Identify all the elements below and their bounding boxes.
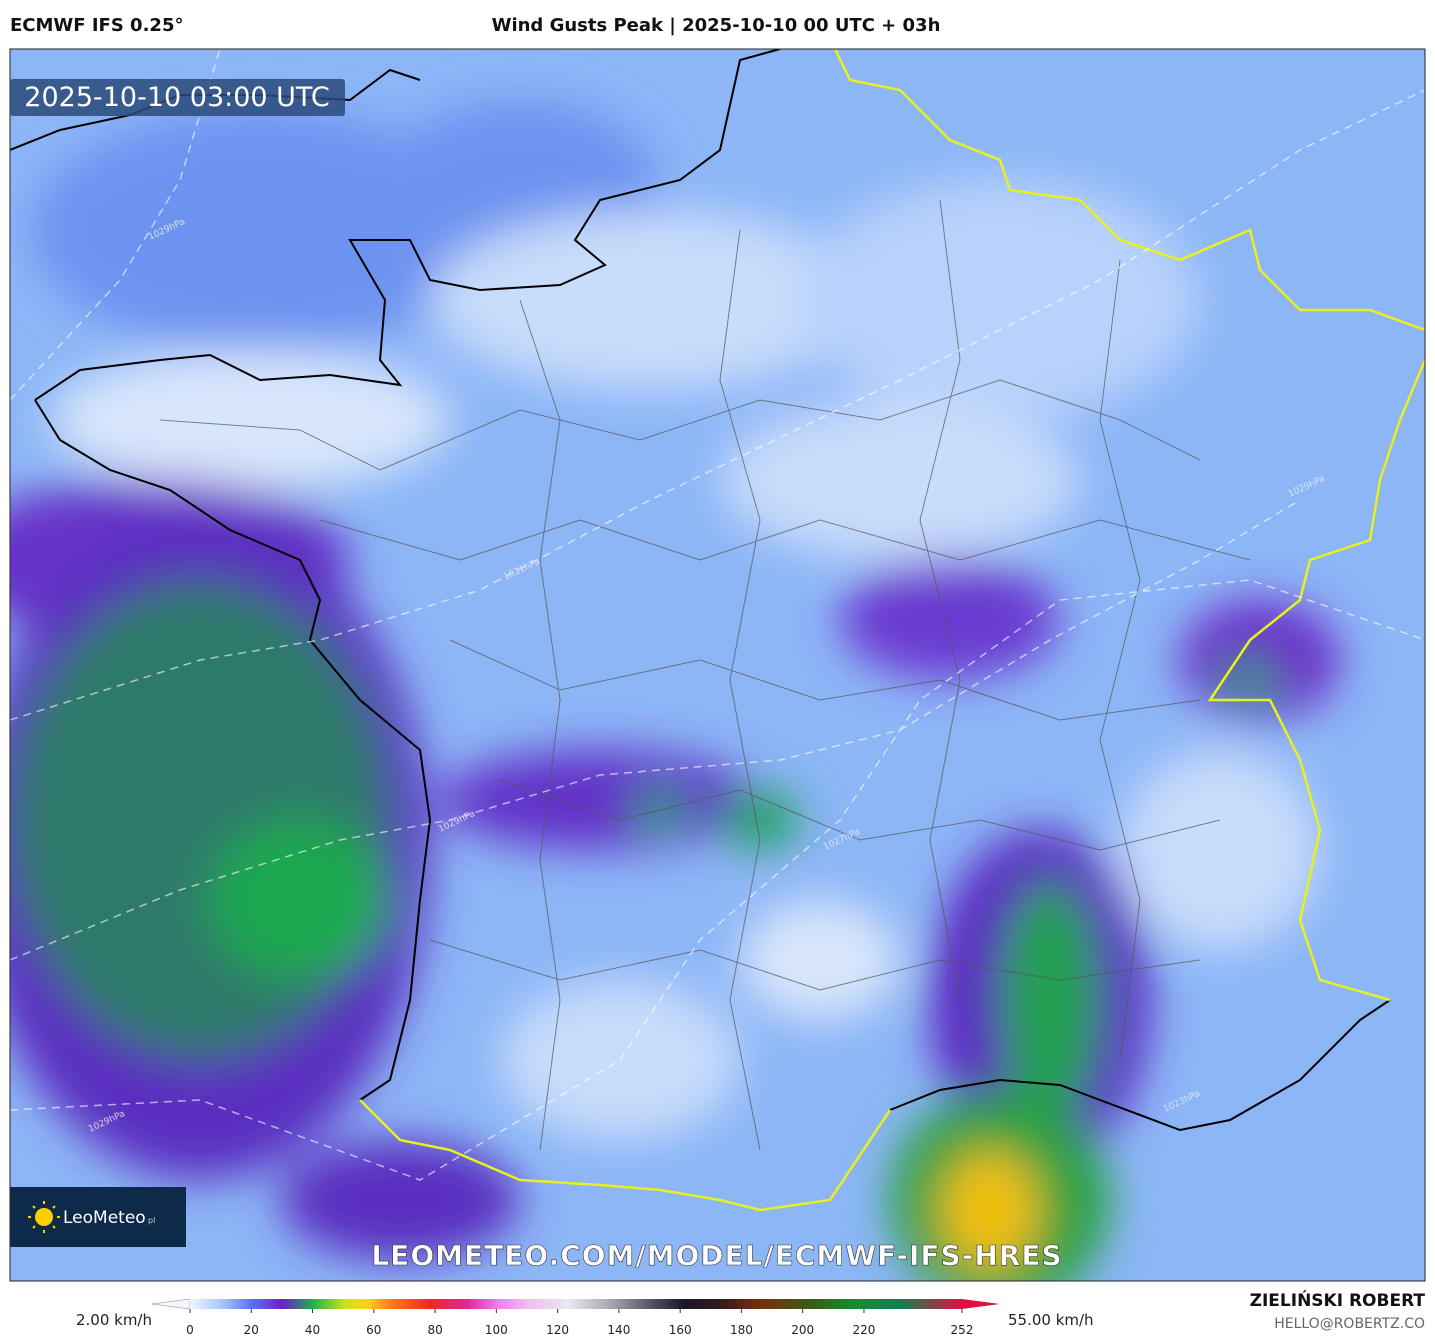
colorbar-tick-label: 120 [546,1323,569,1337]
map-frame [9,48,1426,1282]
model-label: ECMWF IFS 0.25° [10,15,183,36]
email: HELLO@ROBERTZ.CO [1274,1316,1425,1332]
colorbar-tick-label: 80 [427,1323,442,1337]
logo-sun [35,1208,53,1226]
colorbar-tick-label: 40 [305,1323,320,1337]
regions [159,199,1251,1151]
timestamp: 2025-10-10 03:00 UTC [24,82,329,113]
colorbar-ticks: 0 20 40 60 80 100 120 140 160 180 200 220 252 [186,1309,973,1337]
field-shading [10,100,1340,1281]
borders [359,49,1425,1212]
colorbar-tick-label: 0 [186,1323,194,1337]
logo-rays [28,1201,60,1233]
logo-text: LeoMeteo [63,1208,146,1228]
map-field: 1029hPa1031hPa1029hPa1027hPa1029hPa1023h… [10,49,1425,1281]
colorbar-tick-label: 100 [485,1323,508,1337]
colorbar-tick-label: 252 [951,1323,974,1337]
colorbar-tick-label: 180 [730,1323,753,1337]
timestamp-box [10,79,345,116]
colorbar-min-arrow [151,1298,191,1310]
map-title: Wind Gusts Peak | 2025-10-10 00 UTC + 03… [492,15,941,36]
coastline [10,49,1391,1132]
colorbar-min-label: 2.00 km/h [76,1311,152,1329]
colorbar-tick-label: 20 [244,1323,259,1337]
colorbar-tick-label: 140 [607,1323,630,1337]
colorbar-max-label: 55.00 km/h [1008,1311,1094,1329]
logo-suffix: pl [148,1216,155,1225]
colorbar-tick-label: 200 [791,1323,814,1337]
colorbar-tick-label: 220 [853,1323,876,1337]
colorbar [190,1299,962,1309]
colorbar-tick-label: 60 [366,1323,381,1337]
author: ZIELIŃSKI ROBERT [1250,1289,1426,1311]
isobars [10,49,1425,1181]
watermark: LEOMETEO.COM/MODEL/ECMWF-IFS-HRES [371,1239,1062,1272]
colorbar-max-arrow [962,1299,1000,1309]
colorbar-tick-label: 160 [669,1323,692,1337]
